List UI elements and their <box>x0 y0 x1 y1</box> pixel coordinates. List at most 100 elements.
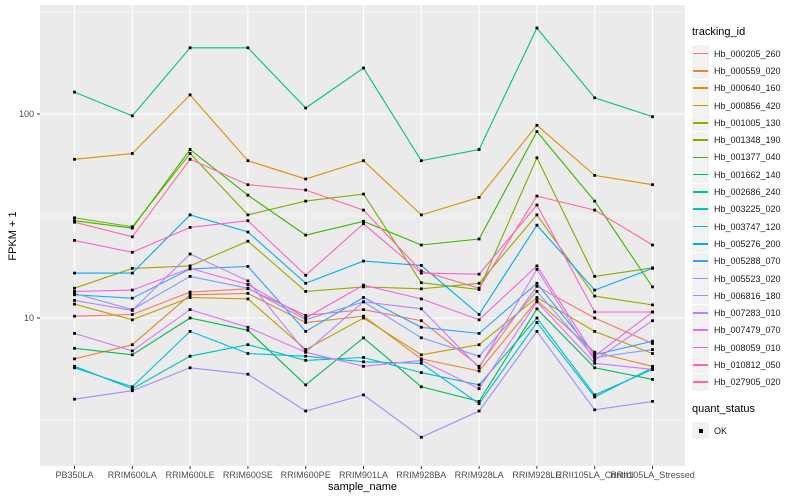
legend-key-line-icon <box>692 148 709 166</box>
data-point <box>73 332 76 335</box>
data-point <box>130 271 134 275</box>
legend-item: Hb_027905_020 <box>692 373 798 391</box>
legend-key-line-icon <box>692 287 709 305</box>
data-point <box>304 354 308 358</box>
data-point <box>651 339 654 343</box>
x-tick-label: RRII105LA_Control <box>556 470 634 480</box>
data-point <box>130 114 134 118</box>
data-point <box>130 389 134 393</box>
data-point <box>477 313 481 316</box>
data-point <box>188 366 192 370</box>
legend: tracking_id Hb_000205_260 Hb_000559_020 Hb… <box>692 26 798 440</box>
data-point <box>419 371 423 374</box>
data-point <box>73 239 76 242</box>
data-point <box>419 385 423 389</box>
legend-item: Hb_005523_020 <box>692 270 798 287</box>
y-axis-title: FPKM + 1 <box>7 211 19 261</box>
data-point <box>73 286 76 290</box>
data-point <box>130 353 134 357</box>
data-point <box>73 299 76 302</box>
data-point <box>419 297 423 301</box>
data-point <box>130 288 134 292</box>
data-point <box>246 46 250 50</box>
data-point <box>73 314 76 318</box>
legend-item: Hb_001377_040 <box>692 148 798 166</box>
data-point <box>246 328 250 332</box>
x-tick-label: RRIM901LA <box>339 470 388 480</box>
data-point <box>593 316 597 320</box>
data-point <box>535 223 539 227</box>
data-point <box>419 336 423 340</box>
data-point <box>419 159 423 163</box>
legend-item-label: Hb_001377_040 <box>714 152 781 163</box>
data-point <box>73 292 76 295</box>
legend-item-label: Hb_000205_260 <box>714 48 781 59</box>
data-point <box>535 194 539 198</box>
data-point <box>477 409 481 413</box>
data-point <box>188 296 192 299</box>
data-point <box>188 264 192 268</box>
data-point <box>304 273 308 277</box>
data-point <box>419 319 423 323</box>
legend-items-quant: OK <box>692 422 798 440</box>
data-point <box>246 343 250 347</box>
data-point <box>246 239 250 243</box>
data-point <box>188 293 192 297</box>
data-point <box>130 296 134 300</box>
x-tick-label: RRIM928BA <box>396 470 446 480</box>
data-point <box>477 318 481 322</box>
data-point <box>188 316 192 320</box>
legend-key-line-icon <box>692 62 709 80</box>
legend-key-line-icon <box>692 270 709 287</box>
data-point <box>304 281 308 285</box>
legend-key-line-icon <box>692 97 709 115</box>
data-point <box>304 409 308 413</box>
legend-item: Hb_005288_070 <box>692 252 798 270</box>
data-point <box>73 219 76 223</box>
data-point <box>362 259 365 263</box>
data-point <box>130 318 134 322</box>
data-point <box>362 285 365 289</box>
data-point <box>651 285 654 289</box>
data-point <box>362 364 365 368</box>
legend-item-label: Hb_003225_020 <box>714 204 781 215</box>
data-point <box>188 354 192 358</box>
data-point <box>419 359 423 362</box>
legend-key-line-icon <box>692 373 709 391</box>
legend-key-line-icon <box>692 183 709 201</box>
legend-item: Hb_000205_260 <box>692 45 798 63</box>
data-point <box>535 123 539 127</box>
data-point <box>362 336 365 340</box>
data-point <box>419 325 423 329</box>
data-point <box>130 267 134 270</box>
data-point <box>362 192 365 196</box>
legend-key-line-icon <box>692 114 709 132</box>
data-point <box>362 360 365 364</box>
data-point <box>304 348 308 351</box>
legend-key-line-icon <box>692 252 709 270</box>
data-point <box>651 364 654 368</box>
data-point <box>651 368 654 371</box>
data-point <box>304 359 308 362</box>
data-point <box>593 366 597 370</box>
data-point <box>535 26 539 30</box>
data-point <box>130 235 134 239</box>
legend-item: Hb_001662_140 <box>692 166 798 184</box>
legend-key-line-icon <box>692 321 709 339</box>
data-point <box>188 275 192 278</box>
data-point <box>246 279 250 283</box>
legend-key-line-icon <box>692 356 709 374</box>
data-point <box>651 267 654 270</box>
data-point <box>535 290 539 293</box>
data-point <box>477 383 481 387</box>
data-point <box>651 366 654 370</box>
data-point <box>419 243 423 247</box>
legend-item-label: Hb_005523_020 <box>714 273 781 284</box>
data-point <box>130 349 134 353</box>
data-point <box>535 264 539 268</box>
data-point <box>477 196 481 199</box>
legend-item-label: Hb_027905_020 <box>714 377 781 388</box>
data-point <box>304 314 308 317</box>
data-point <box>362 308 365 311</box>
